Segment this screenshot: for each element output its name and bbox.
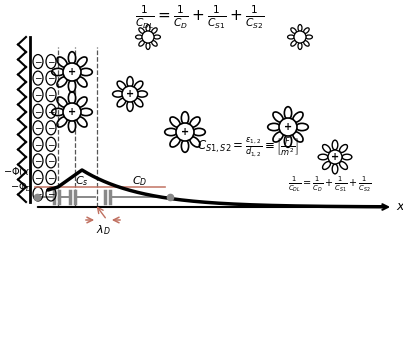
Text: −: −	[34, 156, 42, 166]
Text: +: +	[181, 127, 189, 137]
Text: $\frac{1}{C_{DL}} = \frac{1}{C_D} + \frac{1}{C_{S1}} + \frac{1}{C_{S2}}$: $\frac{1}{C_{DL}} = \frac{1}{C_D} + \fra…	[288, 174, 372, 194]
Circle shape	[294, 31, 306, 43]
Text: −: −	[47, 156, 55, 166]
Text: +: +	[331, 152, 339, 162]
Text: −: −	[47, 123, 55, 132]
Circle shape	[279, 118, 297, 136]
Text: −: −	[34, 57, 42, 66]
Text: $C_D$: $C_D$	[132, 174, 147, 188]
Circle shape	[63, 63, 81, 81]
Text: $\frac{1}{C_{DL}} = \frac{1}{C_D} + \frac{1}{C_{S1}} + \frac{1}{C_{S2}}$: $\frac{1}{C_{DL}} = \frac{1}{C_D} + \fra…	[135, 3, 265, 31]
Text: +: +	[68, 67, 76, 77]
Text: −: −	[47, 140, 55, 149]
Text: −: −	[47, 189, 55, 198]
Text: −: −	[47, 74, 55, 83]
Circle shape	[142, 31, 154, 43]
Text: −: −	[34, 140, 42, 149]
Text: −: −	[47, 57, 55, 66]
Text: −: −	[47, 107, 55, 116]
Circle shape	[63, 103, 81, 121]
Text: −: −	[34, 90, 42, 99]
Text: +: +	[284, 122, 292, 132]
Text: $x$: $x$	[396, 200, 403, 213]
Text: +: +	[126, 89, 134, 99]
Circle shape	[328, 150, 342, 164]
Text: $C_s$: $C_s$	[75, 174, 89, 188]
Text: $-\Phi(x)$: $-\Phi(x)$	[3, 166, 33, 179]
Text: −: −	[47, 90, 55, 99]
Text: $-\Phi_D$: $-\Phi_D$	[10, 180, 33, 194]
Circle shape	[122, 86, 138, 102]
Text: −: −	[47, 173, 55, 182]
Text: +: +	[68, 107, 76, 117]
Text: −: −	[34, 173, 42, 182]
Text: $\lambda_D$: $\lambda_D$	[96, 223, 110, 237]
Text: −: −	[34, 189, 42, 198]
Text: −: −	[34, 107, 42, 116]
Text: −: −	[34, 123, 42, 132]
Circle shape	[176, 123, 194, 141]
Text: $C_{S1,S2} = \frac{\varepsilon_{1,2}}{d_{1,2}} \equiv \left[\frac{F}{m^2}\right]: $C_{S1,S2} = \frac{\varepsilon_{1,2}}{d_…	[197, 135, 299, 159]
Text: −: −	[34, 74, 42, 83]
